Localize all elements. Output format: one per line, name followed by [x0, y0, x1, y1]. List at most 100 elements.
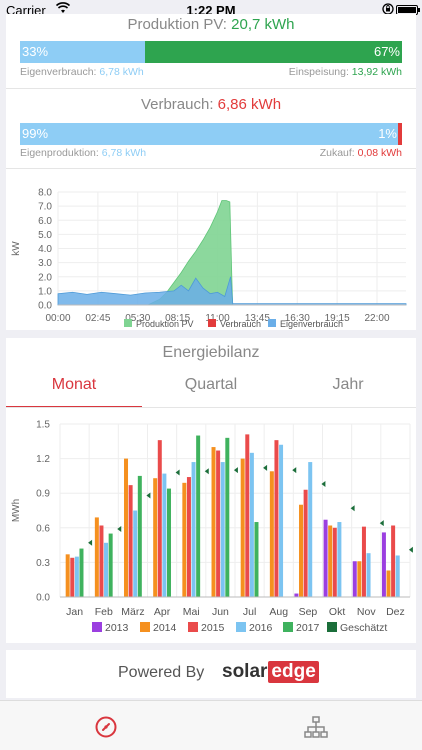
wifi-icon — [56, 2, 70, 13]
legend-label: Verbrauch — [220, 319, 261, 329]
estimate-marker — [117, 525, 122, 532]
bar-2014 — [124, 458, 129, 597]
purchase-caption: Zukauf: 0,08 kWh — [320, 147, 402, 159]
y-tick-label: 3.0 — [38, 258, 52, 269]
legend-swatch — [236, 622, 246, 632]
consumption-title: Verbrauch: 6,86 kWh — [6, 96, 416, 113]
bar-2016 — [249, 452, 254, 597]
bar-2016 — [104, 542, 109, 597]
bar-2015 — [391, 525, 396, 597]
estimate-marker — [233, 467, 238, 474]
tab-year[interactable]: Jahr — [332, 376, 364, 393]
x-tick-label: Sep — [299, 606, 318, 618]
legend-label: Eigenverbrauch — [280, 319, 343, 329]
estimate-marker — [204, 468, 209, 475]
legend-label: 2017 — [296, 622, 320, 634]
y-tick-label: 7.0 — [38, 202, 52, 213]
bar-2015 — [186, 477, 191, 597]
legend-label: 2014 — [153, 622, 177, 634]
x-tick-label: Jan — [66, 606, 83, 618]
legend-swatch — [140, 622, 150, 632]
y-tick-label: 0.9 — [36, 489, 50, 500]
legend-label: Produktion PV — [136, 319, 194, 329]
y-axis-label: MWh — [11, 499, 22, 522]
bar-2017 — [225, 437, 230, 597]
area-eigenverbrauch — [57, 276, 407, 306]
bar-2013 — [294, 593, 299, 597]
logo-edge-text: edge — [268, 661, 319, 683]
bar-2015 — [128, 485, 133, 597]
estimate-marker — [175, 469, 180, 476]
purchase-value: 0,08 kWh — [357, 147, 402, 159]
powered-by-card: Powered By solar edge — [6, 650, 416, 698]
bar-2017 — [108, 533, 113, 597]
self-consumption-caption: Eigenverbrauch: 6,78 kWh — [20, 66, 144, 78]
bar-2015 — [70, 557, 75, 597]
estimate-marker — [350, 505, 355, 512]
y-tick-label: 1.2 — [36, 454, 50, 465]
legend-swatch — [268, 319, 276, 327]
self-consumption-value: 6,78 kWh — [99, 66, 144, 78]
x-tick-label: Okt — [329, 606, 345, 618]
consumption-label: Verbrauch: — [140, 96, 214, 113]
feed-in-value: 13,92 kWh — [351, 66, 402, 78]
y-tick-label: 1.0 — [38, 286, 52, 297]
legend-label: Geschätzt — [340, 622, 387, 634]
bar-2015 — [99, 525, 104, 597]
pv-production-title: Produktion PV: 20,7 kWh — [6, 16, 416, 33]
bar-2014 — [153, 478, 158, 597]
legend-swatch — [188, 622, 198, 632]
bar-2014 — [269, 471, 274, 597]
estimate-marker — [146, 492, 151, 499]
powered-by-label: Powered By — [118, 664, 205, 681]
x-tick-label: 16:30 — [285, 313, 310, 324]
bar-2016 — [162, 473, 167, 597]
consumption-value: 6,86 kWh — [217, 96, 282, 113]
bar-2016 — [133, 510, 138, 597]
bar-2014 — [211, 447, 216, 597]
site-layout-icon[interactable] — [304, 715, 328, 739]
x-tick-label: 13:45 — [245, 313, 270, 324]
bar-2015 — [274, 440, 279, 597]
tab-quarter[interactable]: Quartal — [184, 376, 238, 393]
legend-swatch — [327, 622, 337, 632]
energy-chart: 0.0 0.3 0.6 0.9 1.2 1.5 MWh Jan Feb März Apr Mai Jun… — [11, 420, 413, 634]
y-tick-label: 6.0 — [38, 216, 52, 227]
self-consumption-segment: 33% — [20, 41, 145, 63]
bar-2014 — [65, 554, 70, 597]
divider — [6, 88, 416, 89]
self-production-segment: 99% — [20, 123, 398, 145]
y-tick-label: 0.0 — [36, 593, 50, 604]
y-tick-label: 0.0 — [38, 301, 52, 312]
bar-2015 — [216, 450, 221, 597]
bar-2016 — [74, 556, 79, 597]
x-tick-label: 08:15 — [165, 313, 190, 324]
x-tick-label: Feb — [95, 606, 113, 618]
self-production-label: Eigenproduktion: — [20, 147, 99, 159]
estimate-marker — [379, 520, 384, 527]
bar-2017 — [79, 548, 84, 597]
x-tick-label: März — [121, 606, 144, 618]
power-chart: 0.0 1.0 2.0 3.0 4.0 5.0 6.0 7.0 8.0 00:00 02:45 05:… — [11, 188, 407, 329]
bar-2015 — [361, 526, 366, 597]
bar-2014 — [299, 504, 304, 597]
feed-in-label: Einspeisung: — [288, 66, 349, 78]
bar-2017 — [254, 522, 259, 597]
dashboard-icon[interactable] — [94, 715, 118, 739]
y-tick-label: 4.0 — [38, 244, 52, 255]
purchase-label: Zukauf: — [319, 147, 355, 159]
y-axis-label: kW — [11, 241, 22, 256]
x-tick-label: Dez — [386, 606, 405, 618]
bar-2016 — [366, 553, 371, 597]
bar-2015 — [245, 434, 250, 597]
bar-2017 — [137, 475, 142, 597]
tab-month[interactable]: Monat — [6, 368, 142, 408]
self-production-caption: Eigenproduktion: 6,78 kWh — [20, 147, 146, 159]
divider — [6, 168, 416, 169]
bar-2016 — [279, 444, 284, 597]
bar-2016 — [191, 462, 196, 597]
y-tick-label: 2.0 — [38, 272, 52, 283]
solaredge-logo: solar edge — [222, 661, 319, 683]
logo-solar-text: solar — [222, 661, 268, 682]
self-consumption-label: Eigenverbrauch: — [20, 66, 97, 78]
